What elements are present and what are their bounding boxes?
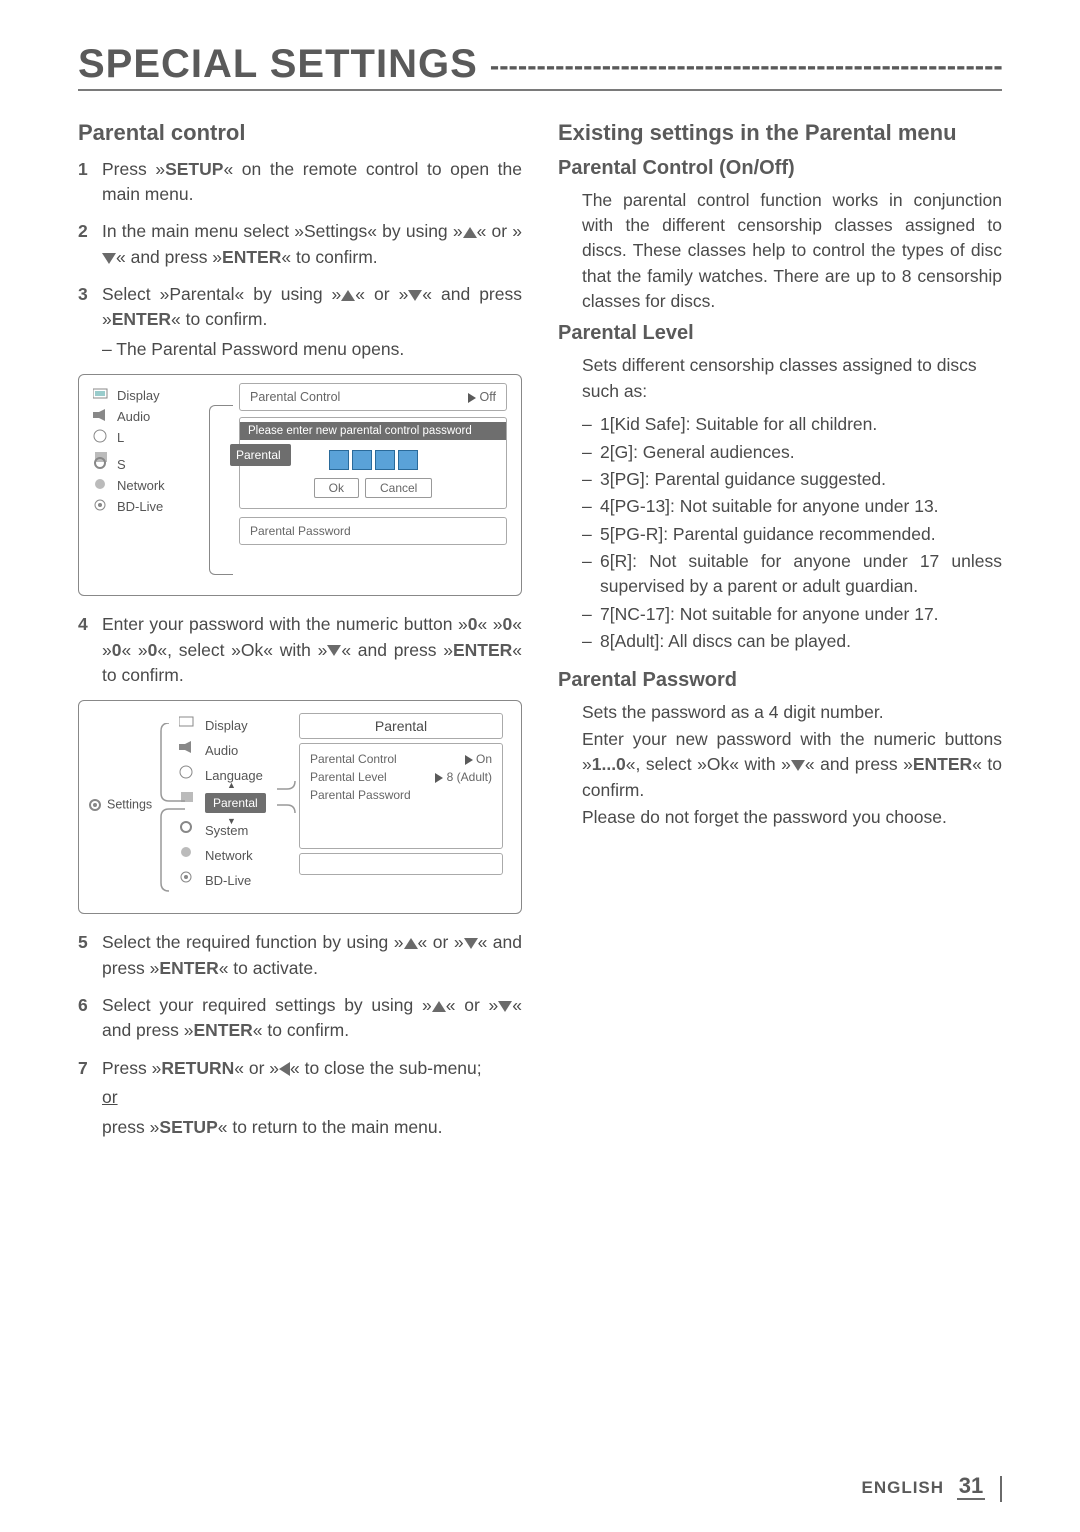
down-icon (791, 760, 805, 771)
step-body: Press »SETUP« on the remote control to o… (102, 157, 522, 208)
footer-bar (1000, 1476, 1002, 1502)
step-6: 6 Select your required settings by using… (78, 993, 522, 1044)
subhead-pl: Parental Level (558, 322, 1002, 345)
right-arrow-icon (468, 393, 476, 403)
step-1: 1 Press »SETUP« on the remote control to… (78, 157, 522, 208)
fig1-bracket (209, 405, 233, 575)
down-icon (327, 645, 341, 656)
fig2-bracket-left (157, 723, 187, 893)
panel-row: Parental Level 8 (Adult) (310, 770, 492, 784)
pp-line2: Enter your new password with the numeric… (582, 727, 1002, 803)
pl-intro: Sets different censorship classes assign… (582, 353, 1002, 404)
figure-parental-menu: Settings Display Audio Language ▲ Parent… (78, 700, 522, 914)
pp-line1: Sets the password as a 4 digit number. (582, 700, 1002, 725)
panel-row: Parental Control On (310, 752, 492, 766)
settings-label: Settings (87, 797, 152, 813)
step-num: 1 (78, 157, 92, 208)
left-icon (279, 1062, 290, 1076)
pp-line3: Please do not forget the password you ch… (582, 805, 1002, 830)
heading-parental-control: Parental control (78, 119, 522, 147)
pl-item: –4[PG-13]: Not suitable for anyone under… (582, 494, 1002, 519)
title-text: SPECIAL SETTINGS (78, 42, 478, 86)
page-title: SPECIAL SETTINGS -----------------------… (78, 42, 1002, 91)
panel-title: Parental (299, 713, 503, 739)
menu-audio: Audio (93, 406, 221, 427)
menu-bdlive: BD-Live (93, 496, 221, 517)
panel-row: Parental Password (310, 788, 492, 802)
pl-item: –1[Kid Safe]: Suitable for all children. (582, 412, 1002, 437)
pl-item: –6[R]: Not suitable for anyone under 17 … (582, 549, 1002, 600)
title-rule-fill: ----------------------------------------… (490, 50, 1002, 82)
modal-buttons: Ok Cancel (240, 478, 506, 498)
fig1-modal: Please enter new parental control passwo… (239, 417, 507, 509)
pc-body: The parental control function works in c… (582, 188, 1002, 315)
pl-item: –8[Adult]: All discs can be played. (582, 629, 1002, 654)
fig1-row-password: Parental Password (239, 517, 507, 545)
or-text: or (102, 1087, 118, 1107)
pl-item: –2[G]: General audiences. (582, 440, 1002, 465)
fig1-row-parental-control: Parental Control Off (239, 383, 507, 411)
down-icon (102, 253, 116, 264)
pl-item: –7[NC-17]: Not suitable for anyone under… (582, 602, 1002, 627)
step-4: 4 Enter your password with the numeric b… (78, 612, 522, 688)
left-column: Parental control 1 Press »SETUP« on the … (78, 119, 522, 1152)
footer-page-number: 31 (957, 1473, 985, 1500)
menu-language: L (93, 427, 221, 448)
heading-existing-settings: Existing settings in the Parental menu (558, 119, 1002, 147)
down-icon (498, 1001, 512, 1012)
up-icon (463, 227, 477, 238)
down-icon (408, 290, 422, 301)
up-icon (432, 1001, 446, 1012)
step3-sub: – The Parental Password menu opens. (102, 337, 522, 362)
pl-item: –3[PG]: Parental guidance suggested. (582, 467, 1002, 492)
cancel-button: Cancel (365, 478, 432, 498)
step-3: 3 Select »Parental« by using »« or »« an… (78, 282, 522, 362)
footer-lang: ENGLISH (861, 1478, 944, 1497)
subhead-pp: Parental Password (558, 669, 1002, 692)
modal-header: Please enter new parental control passwo… (240, 422, 506, 440)
panel-body: Parental Control On Parental Level 8 (Ad… (299, 743, 503, 849)
panel-footer (299, 853, 503, 875)
step-7: 7 Press »RETURN« or »« to close the sub-… (78, 1056, 522, 1140)
figure-password-dialog: Display Audio L S Network BD-Live Parent… (78, 374, 522, 596)
fig2-right-panel: Parental Parental Control On Parental Le… (299, 713, 503, 875)
right-column: Existing settings in the Parental menu P… (558, 119, 1002, 1152)
menu-network: Network (93, 475, 221, 496)
parental-badge: Parental (230, 444, 291, 466)
step-2: 2 In the main menu select »Settings« by … (78, 219, 522, 270)
up-icon (404, 938, 418, 949)
step-5: 5 Select the required function by using … (78, 930, 522, 981)
down-icon (464, 938, 478, 949)
menu-display: Display (93, 385, 221, 406)
parental-chip: Parental (205, 793, 266, 813)
fig1-right-panel: Parental Control Off Please enter new pa… (239, 383, 507, 545)
fig1-menu: Display Audio L S Network BD-Live (93, 385, 221, 517)
ok-button: Ok (314, 478, 359, 498)
page-footer: ENGLISH 31 (861, 1473, 1002, 1502)
subhead-pc: Parental Control (On/Off) (558, 157, 1002, 180)
pl-item: –5[PG-R]: Parental guidance recommended. (582, 522, 1002, 547)
menu-system: S (93, 454, 221, 475)
up-icon (341, 290, 355, 301)
